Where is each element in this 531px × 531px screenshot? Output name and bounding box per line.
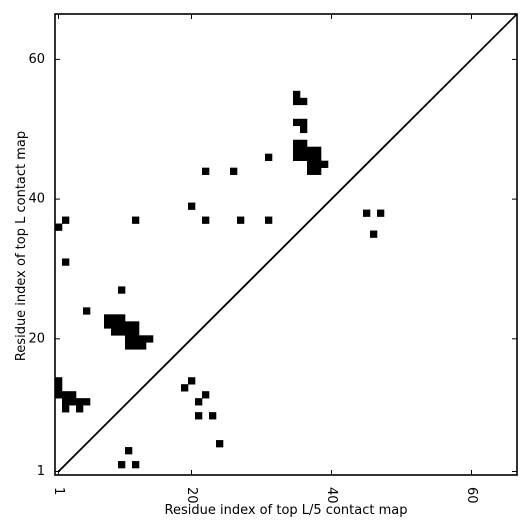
- contact-cell-top-l: [237, 216, 245, 224]
- contact-cell-top-l: [111, 328, 119, 336]
- contact-cell-top-l: [300, 146, 308, 154]
- contact-cell-top-l: [139, 335, 147, 343]
- x-tick-label: 40: [324, 487, 339, 504]
- contact-cell-top-l: [125, 342, 133, 350]
- contact-cell-top-l: [125, 328, 133, 336]
- contact-cell-top-l: [307, 153, 315, 161]
- contact-cell-top-l5: [216, 440, 224, 448]
- contact-cell-top-l: [314, 153, 322, 161]
- contact-cell-top-l: [314, 167, 322, 175]
- contact-cell-top-l5: [55, 377, 63, 385]
- contact-cell-top-l: [300, 153, 308, 161]
- contact-cell-top-l: [321, 160, 329, 168]
- contact-cell-top-l: [314, 160, 322, 168]
- contact-cell-top-l: [293, 97, 301, 106]
- contact-cell-top-l5: [181, 384, 189, 392]
- diagonal-line: [57, 13, 518, 473]
- contact-cell-top-l: [62, 216, 70, 224]
- contact-cell-top-l5: [125, 447, 133, 455]
- contact-cell-top-l: [300, 125, 308, 134]
- contact-cells: [55, 90, 385, 469]
- contact-cell-top-l5: [209, 412, 217, 420]
- x-tick-label: 60: [464, 487, 479, 504]
- contact-cell-top-l: [293, 90, 301, 99]
- contact-cell-top-l: [307, 160, 315, 168]
- contact-cell-top-l: [132, 216, 140, 224]
- contact-cell-top-l5: [62, 391, 70, 399]
- contact-cell-top-l: [132, 328, 140, 336]
- contact-cell-top-l: [300, 139, 308, 148]
- contact-cell-top-l: [118, 321, 126, 329]
- x-tick-label: 1: [51, 487, 66, 495]
- contact-cell-top-l: [265, 153, 273, 161]
- contact-cell-top-l5: [62, 398, 70, 406]
- x-tick-label: 20: [184, 487, 199, 504]
- contact-cell-top-l: [314, 146, 322, 154]
- contact-cell-top-l5: [118, 461, 126, 469]
- contact-cell-top-l: [202, 216, 210, 224]
- contact-cell-top-l: [104, 314, 112, 322]
- contact-cell-top-l: [118, 314, 126, 322]
- contact-cell-top-l: [293, 118, 301, 127]
- contact-cell-top-l: [265, 216, 273, 224]
- contact-cell-top-l: [125, 335, 133, 343]
- contact-cell-top-l5: [76, 405, 84, 413]
- contact-cell-top-l: [307, 167, 315, 175]
- contact-cell-top-l: [188, 202, 196, 210]
- contact-cell-top-l: [125, 321, 133, 329]
- contact-cell-top-l: [139, 342, 147, 350]
- contact-cell-top-l: [118, 328, 126, 336]
- contact-cell-top-l: [132, 335, 140, 343]
- contact-cell-top-l: [55, 223, 63, 231]
- contact-cell-top-l: [293, 153, 301, 161]
- contact-cell-top-l: [118, 286, 126, 294]
- contact-cell-top-l5: [83, 398, 91, 406]
- contact-cell-top-l: [62, 258, 70, 266]
- contact-cell-top-l: [370, 230, 378, 238]
- contact-cell-top-l: [104, 321, 112, 329]
- contact-cell-top-l: [132, 342, 140, 350]
- contact-cell-top-l5: [188, 377, 196, 385]
- contact-cell-top-l: [307, 146, 315, 154]
- contact-cell-top-l5: [69, 398, 77, 406]
- y-tick-label: 1: [37, 464, 45, 479]
- plot-frame: [54, 13, 518, 476]
- contact-cell-top-l5: [62, 405, 70, 413]
- contact-cell-top-l5: [69, 391, 77, 399]
- contact-cell-top-l: [111, 314, 119, 322]
- contact-cell-top-l: [377, 209, 385, 217]
- contact-cell-top-l5: [132, 461, 140, 469]
- contact-cell-top-l5: [55, 391, 63, 399]
- contact-cell-top-l5: [55, 384, 63, 392]
- contact-cell-top-l5: [195, 398, 203, 406]
- contact-cell-top-l: [146, 335, 154, 343]
- contact-cell-top-l: [363, 209, 371, 217]
- contact-cell-top-l: [300, 118, 308, 127]
- x-axis-label: Residue index of top L/5 contact map: [165, 503, 408, 518]
- contact-cell-top-l: [132, 321, 140, 329]
- axis-ticks: 1 20 40 60 1 20 40 60: [28, 14, 517, 504]
- contact-cell-top-l: [111, 321, 119, 329]
- contact-cell-top-l5: [202, 391, 210, 399]
- contact-cell-top-l: [293, 139, 301, 148]
- y-tick-label: 20: [28, 331, 45, 346]
- contact-cell-top-l: [293, 146, 301, 154]
- contact-cell-top-l: [202, 167, 210, 175]
- y-tick-label: 60: [28, 52, 45, 67]
- contact-cell-top-l: [300, 97, 308, 106]
- y-axis-label: Residue index of top L contact map: [14, 131, 29, 361]
- y-tick-label: 40: [28, 192, 45, 207]
- contact-cell-top-l5: [76, 398, 84, 406]
- contact-cell-top-l: [83, 307, 91, 315]
- contact-cell-top-l5: [195, 412, 203, 420]
- contact-cell-top-l: [230, 167, 238, 175]
